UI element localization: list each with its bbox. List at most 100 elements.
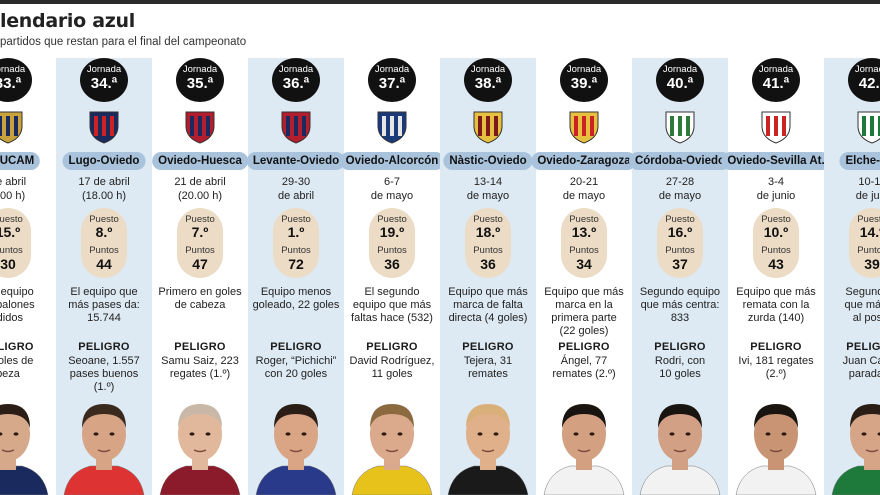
puesto-label: Puesto: [569, 214, 599, 225]
match-label: Oviedo-Huesca: [152, 152, 248, 170]
jornada-badge: Jornada 38.ª: [464, 58, 512, 102]
jornada-badge: Jornada 41.ª: [752, 58, 800, 102]
puesto-value: 15.º: [0, 224, 21, 240]
jornada-label: Jornada: [758, 64, 794, 75]
jornada-number: 40.ª: [666, 75, 694, 92]
peligro-player-text: Tejera, 31 remates: [463, 355, 513, 380]
jornada-label: Jornada: [182, 64, 218, 75]
standing-badge: Puesto 1.º Puntos 72: [273, 208, 319, 278]
match-label: Levante-Oviedo: [246, 152, 346, 170]
peligro-player-text: Ángel, 77 remates (2.º): [552, 355, 616, 380]
match-label: Oviedo-Zaragoza: [531, 152, 637, 170]
team-stat-description: Equipo que más remata con la zurda (140): [736, 286, 816, 324]
fixture-column: Jornada 35.ª Oviedo-Huesca 21 de abril (20.0…: [152, 58, 248, 495]
peligro-label: PELIGRO: [0, 341, 34, 353]
jornada-number: 34.ª: [90, 75, 118, 92]
jornada-label: Jornada: [86, 64, 122, 75]
match-label: Córdoba-Oviedo: [628, 152, 732, 170]
nastic-crest-icon: [468, 106, 508, 146]
fixture-column: Jornada42.ª Elche-Ovi 10-11de juni Puesto14…: [824, 58, 880, 495]
standing-badge: Puesto15.º Puntos30: [0, 208, 31, 278]
peligro-label: PELIGRO: [750, 341, 802, 353]
jornada-badge: Jornada33.ª: [0, 58, 32, 102]
puesto-label: Puesto: [0, 214, 23, 225]
puntos-value: 39: [864, 256, 880, 272]
puesto-value: 8.º: [95, 224, 113, 240]
fixture-column: Jornada 40.ª Córdoba-Oviedo 27-28 de mayo Pue…: [628, 58, 732, 495]
jornada-number: 33.ª: [0, 75, 22, 92]
puesto-label: Puesto: [761, 214, 791, 225]
ucam-crest-icon: [0, 106, 28, 146]
match-date: 17 de abril (18.00 h): [78, 176, 130, 202]
puntos-value: 36: [480, 256, 496, 272]
standing-badge: Puesto 10.º Puntos 43: [753, 208, 799, 278]
team-stat-description: El segundo equipo que más faltas hace (532…: [351, 286, 433, 324]
peligro-label: PELIGRO: [558, 341, 610, 353]
standing-badge: Puesto14.º Puntos39: [849, 208, 880, 278]
team-stat-description: Segundo equipo que más centra: 833: [639, 286, 721, 324]
jornada-label: Jornada: [854, 64, 880, 75]
puesto-value: 18.º: [475, 224, 501, 240]
puesto-value: 16.º: [667, 224, 693, 240]
match-date: 10-11de juni: [855, 176, 880, 202]
lugo-crest-icon: [84, 106, 124, 146]
match-date: 6-7 de mayo: [370, 176, 414, 202]
fixture-column: Jornada 37.ª Oviedo-Alcorcón 6-7 de mayo Pues…: [339, 58, 445, 495]
peligro-label: PELIGRO: [78, 341, 130, 353]
page-subtitle: partidos que restan para el final del ca…: [0, 36, 247, 48]
jornada-label: Jornada: [0, 64, 26, 75]
puesto-value: 7.º: [191, 224, 209, 240]
puntos-label: Puntos: [89, 245, 119, 256]
puntos-label: Puntos: [761, 245, 791, 256]
player-photo: [542, 386, 626, 495]
huesca-crest-icon: [180, 106, 220, 146]
team-stat-description: Segundo eque más real poste: [844, 286, 880, 324]
peligro-player-text: 4 goles debeza: [0, 355, 34, 380]
match-label: Lugo-Oviedo: [62, 152, 146, 170]
jornada-badge: Jornada 35.ª: [176, 58, 224, 102]
jornada-number: 37.ª: [378, 75, 406, 92]
page-title: lendario azul: [0, 10, 135, 32]
peligro-player-text: David Rodríguez, 11 goles: [349, 355, 435, 380]
team-stat-description: Equipo que más marca de falta directa (4 g…: [448, 286, 528, 324]
match-date: 21 de abril (20.00 h): [174, 176, 226, 202]
match-date: 13-14 de mayo: [466, 176, 510, 202]
elche-crest-icon: [852, 106, 880, 146]
puntos-value: 72: [288, 256, 304, 272]
peligro-label: PELIGRO: [462, 341, 514, 353]
sevilla-crest-icon: [756, 106, 796, 146]
puntos-label: Puntos: [857, 245, 880, 256]
peligro-player-text: Seoane, 1.557 pases buenos (1.º): [68, 355, 140, 393]
standing-badge: Puesto 19.º Puntos 36: [369, 208, 415, 278]
puntos-label: Puntos: [473, 245, 503, 256]
team-stat-description: Primero en goles de cabeza: [158, 286, 242, 311]
jornada-badge: Jornada 36.ª: [272, 58, 320, 102]
fixture-column: Jornada 34.ª Lugo-Oviedo 17 de abril (18.00 …: [56, 58, 152, 495]
jornada-label: Jornada: [470, 64, 506, 75]
fixture-column: Jornada 39.ª Oviedo-Zaragoza 20-21 de mayo Pu…: [531, 58, 637, 495]
jornada-badge: Jornada42.ª: [848, 58, 880, 102]
team-stat-description: Equipo menos goleado, 22 goles: [252, 286, 340, 311]
jornada-label: Jornada: [662, 64, 698, 75]
puntos-value: 43: [768, 256, 784, 272]
jornada-badge: Jornada 37.ª: [368, 58, 416, 102]
jornada-number: 36.ª: [282, 75, 310, 92]
puesto-label: Puesto: [857, 214, 880, 225]
standing-badge: Puesto 13.º Puntos 34: [561, 208, 607, 278]
match-date: 3-4 de junio: [756, 176, 796, 202]
puesto-label: Puesto: [281, 214, 311, 225]
puesto-value: 13.º: [571, 224, 597, 240]
peligro-label: PELIGRO: [174, 341, 226, 353]
puesto-value: 19.º: [379, 224, 405, 240]
jornada-badge: Jornada 39.ª: [560, 58, 608, 102]
peligro-player-text: Samu Saiz, 223 regates (1.º): [161, 355, 239, 380]
jornada-label: Jornada: [374, 64, 410, 75]
zaragoza-crest-icon: [564, 106, 604, 146]
peligro-player-text: Rodri, con 10 goles: [654, 355, 706, 380]
jornada-label: Jornada: [278, 64, 314, 75]
team-stat-description: El equipo que más pases da: 15.744: [68, 286, 140, 324]
puntos-label: Puntos: [665, 245, 695, 256]
puesto-label: Puesto: [89, 214, 119, 225]
puntos-value: 37: [672, 256, 688, 272]
